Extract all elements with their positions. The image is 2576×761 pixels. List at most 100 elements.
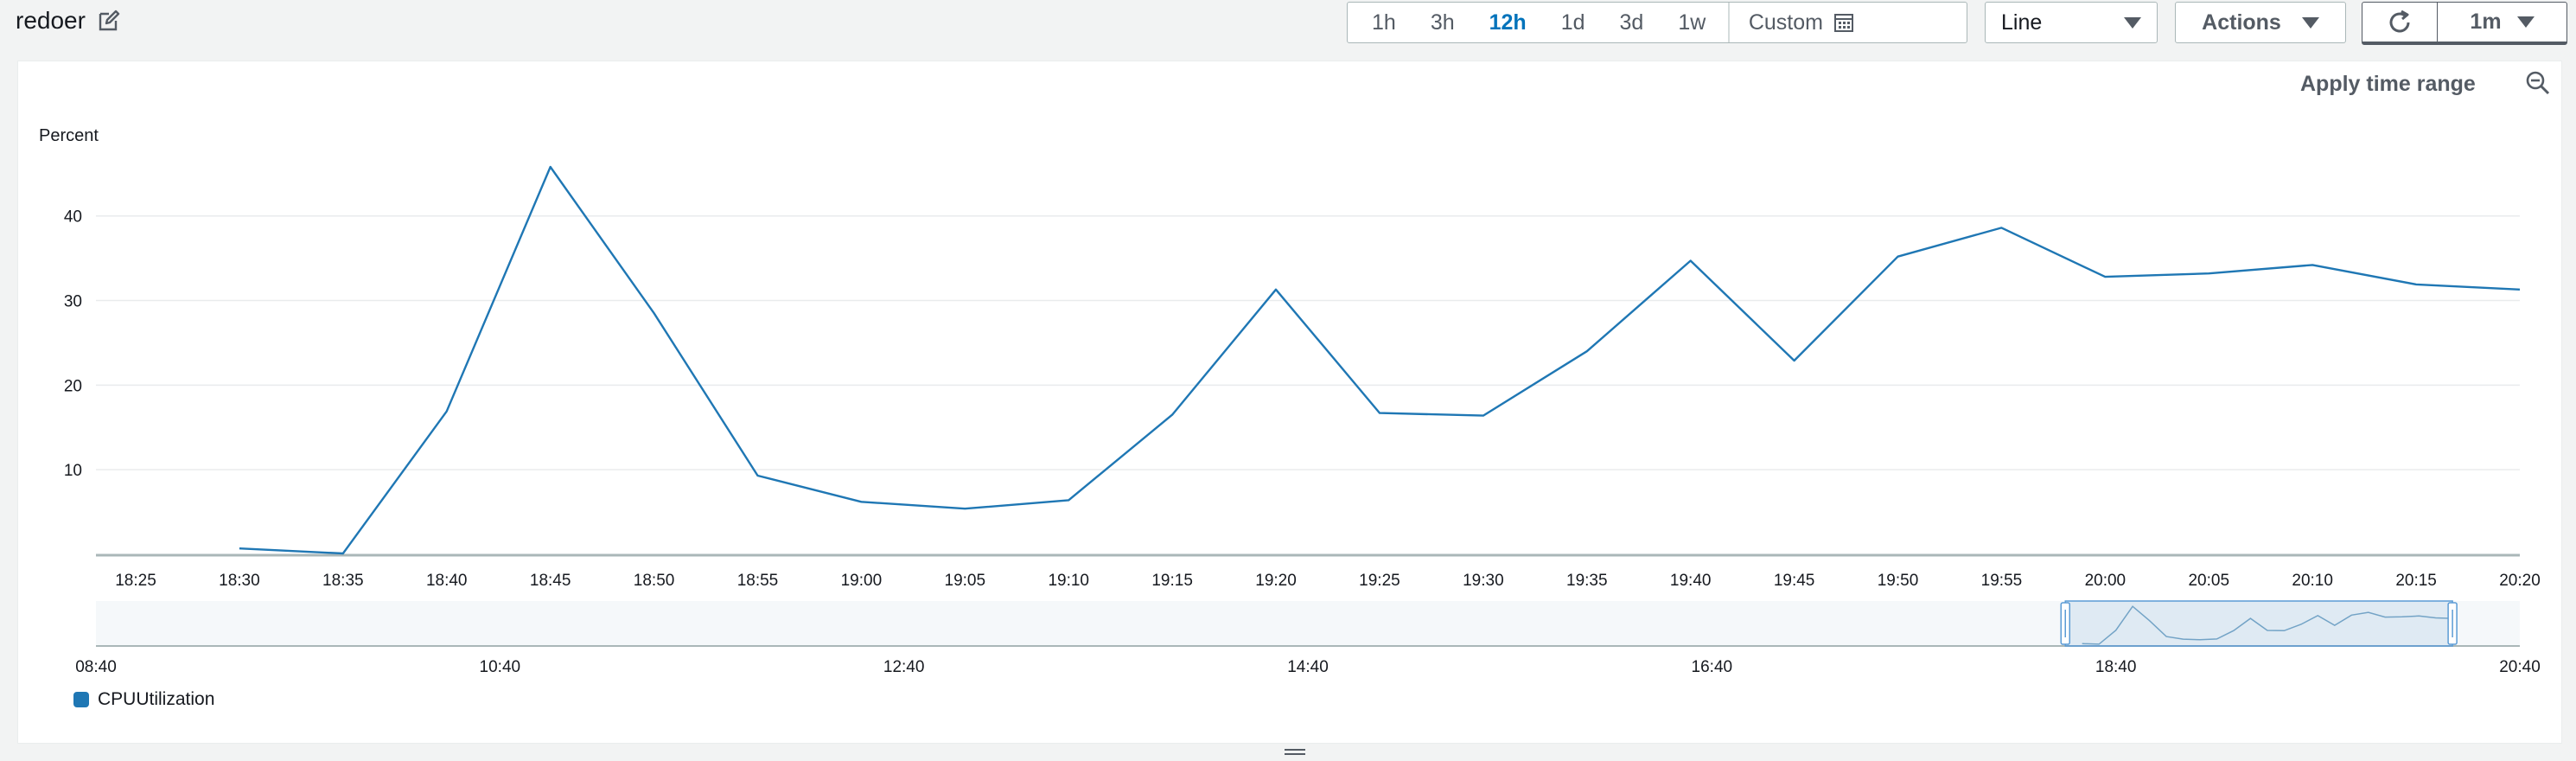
x-tick-label: 20:20 — [2499, 572, 2541, 590]
series-line-cpuutilization[interactable] — [239, 165, 2521, 555]
data-point[interactable] — [647, 305, 662, 321]
chart-type-value: Line — [2001, 10, 2043, 35]
overview-series-line — [2082, 605, 2453, 645]
x-tick-label: 18:25 — [115, 572, 156, 590]
data-point[interactable] — [543, 159, 558, 175]
data-point[interactable] — [1372, 406, 1387, 421]
x-tick-labels: 18:25 18:30 18:35 18:40 18:45 18:50 18:55 19:00… — [115, 572, 2541, 590]
data-point[interactable] — [957, 501, 972, 516]
calendar-icon — [1833, 14, 1853, 32]
data-point[interactable] — [2305, 257, 2320, 272]
range-1d-button[interactable]: 1d — [1560, 10, 1585, 35]
data-point[interactable] — [232, 540, 247, 556]
handle-line — [1285, 749, 1305, 751]
overview-tick-label: 12:40 — [883, 658, 925, 676]
overview-tick-label: 14:40 — [1287, 658, 1329, 676]
y-tick-label: 30 — [64, 293, 82, 311]
x-tick-label: 19:45 — [1774, 572, 1815, 590]
data-point[interactable] — [2201, 265, 2216, 281]
data-point[interactable] — [1476, 408, 1491, 424]
series-layer — [232, 159, 2528, 561]
data-point[interactable] — [1579, 343, 1595, 359]
apply-time-range-button[interactable]: Apply time range — [2300, 72, 2476, 96]
overview-tick-label: 08:40 — [75, 658, 117, 676]
x-tick-label: 18:45 — [530, 572, 571, 590]
toolbar: redoer 1h 3h 12h 1d 3d 1w Custom Line Ac… — [0, 0, 2576, 48]
refresh-button[interactable] — [2362, 3, 2438, 42]
x-tick-label: 18:50 — [634, 572, 675, 590]
overview-background — [96, 601, 2520, 646]
dashboard-title-area: redoer — [16, 7, 120, 35]
chevron-down-icon — [2124, 16, 2141, 29]
custom-range-label: Custom — [1748, 10, 1823, 35]
range-1h-button[interactable]: 1h — [1372, 10, 1396, 35]
x-tick-label: 18:40 — [426, 572, 468, 590]
range-3h-button[interactable]: 3h — [1430, 10, 1455, 35]
data-point[interactable] — [2408, 277, 2424, 292]
x-tick-label: 18:35 — [322, 572, 364, 590]
x-tick-label: 19:35 — [1566, 572, 1608, 590]
time-overview-navigator[interactable]: 08:40 10:40 12:40 14:40 16:40 18:40 20:40 — [75, 600, 2541, 676]
data-point[interactable] — [1993, 220, 2009, 235]
x-tick-label: 19:00 — [841, 572, 883, 590]
edit-icon[interactable] — [98, 10, 120, 32]
x-tick-label: 20:05 — [2188, 572, 2229, 590]
x-tick-label: 19:25 — [1359, 572, 1400, 590]
legend-swatch — [73, 692, 89, 707]
data-point[interactable] — [853, 494, 869, 509]
legend-label: CPUUtilization — [98, 689, 215, 709]
x-tick-label: 19:20 — [1255, 572, 1297, 590]
handle-line — [1285, 753, 1305, 755]
overview-tick-label: 18:40 — [2095, 658, 2137, 676]
x-tick-label: 19:30 — [1463, 572, 1504, 590]
grid-lines — [96, 214, 2520, 557]
data-point[interactable] — [2097, 269, 2113, 285]
time-range-selector: 1h 3h 12h 1d 3d 1w Custom — [1347, 2, 1967, 43]
custom-range-button[interactable]: Custom — [1730, 3, 1870, 42]
data-point[interactable] — [335, 546, 351, 561]
y-tick-label: 10 — [64, 462, 82, 480]
y-axis-label: Percent — [39, 126, 99, 145]
refresh-interval-value: 1m — [2470, 10, 2502, 34]
data-point[interactable] — [749, 468, 765, 483]
legend[interactable]: CPUUtilization — [73, 689, 214, 710]
data-point[interactable] — [439, 404, 455, 419]
chart-panel: Apply time range Percent 10 20 30 40 18:25 1… — [17, 61, 2562, 744]
overview-tick-label: 20:40 — [2499, 658, 2541, 676]
x-tick-label: 19:05 — [945, 572, 986, 590]
refresh-interval-select[interactable]: 1m — [2438, 3, 2566, 42]
dashboard-title: redoer — [16, 7, 86, 34]
zoom-out-icon[interactable] — [2525, 70, 2551, 96]
overview-selection[interactable] — [2064, 600, 2453, 647]
data-point[interactable] — [2512, 282, 2528, 297]
chart-type-select[interactable]: Line — [1985, 2, 2158, 43]
data-point[interactable] — [1787, 353, 1802, 368]
chevron-down-icon — [2516, 16, 2535, 28]
x-tick-label: 20:10 — [2292, 572, 2333, 590]
x-tick-label: 18:30 — [219, 572, 260, 590]
data-point[interactable] — [1683, 253, 1699, 269]
refresh-icon — [2389, 10, 2410, 32]
resize-handle[interactable] — [1285, 749, 1305, 758]
data-point[interactable] — [1268, 282, 1284, 297]
y-tick-labels: 10 20 30 40 — [64, 208, 82, 480]
refresh-controls: 1m — [2362, 2, 2567, 45]
data-point[interactable] — [1891, 249, 1906, 265]
y-tick-label: 40 — [64, 208, 82, 227]
x-tick-label: 18:55 — [737, 572, 779, 590]
data-point[interactable] — [1164, 407, 1180, 423]
range-3d-button[interactable]: 3d — [1619, 10, 1644, 35]
y-tick-label: 20 — [64, 377, 82, 395]
x-tick-label: 19:55 — [1981, 572, 2023, 590]
x-tick-label: 19:50 — [1878, 572, 1919, 590]
overview-tick-label: 16:40 — [1692, 658, 1733, 676]
range-12h-button[interactable]: 12h — [1489, 10, 1527, 35]
x-tick-label: 20:15 — [2395, 572, 2437, 590]
data-point[interactable] — [1061, 492, 1076, 508]
actions-button[interactable]: Actions — [2175, 2, 2346, 43]
x-tick-label: 19:40 — [1670, 572, 1712, 590]
range-1w-button[interactable]: 1w — [1678, 10, 1706, 35]
chevron-down-icon — [2301, 16, 2319, 29]
x-tick-label: 20:00 — [2085, 572, 2126, 590]
